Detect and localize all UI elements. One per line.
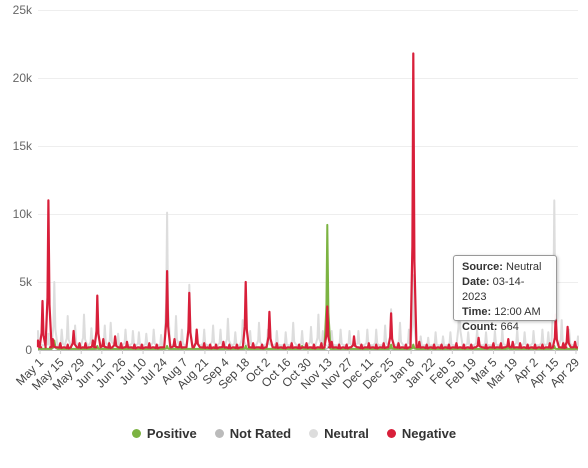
- tooltip-source-row: Source: Neutral: [462, 260, 548, 275]
- legend-item-negative[interactable]: Negative: [386, 425, 457, 441]
- legend-item-not-rated[interactable]: Not Rated: [214, 425, 292, 441]
- legend-marker: [214, 428, 224, 438]
- y-tick-label: 15k: [13, 139, 33, 153]
- y-tick-label: 25k: [13, 3, 33, 17]
- tooltip-time-value: 12:00 AM: [494, 306, 541, 318]
- tooltip-time-label: Time:: [462, 306, 492, 318]
- tooltip-date-row: Date: 03-14-2023: [462, 275, 548, 305]
- tooltip-count-value: 664: [500, 321, 519, 333]
- y-tick-label: 20k: [13, 71, 33, 85]
- y-tick-label: 5k: [19, 275, 33, 289]
- series-line-negative[interactable]: [36, 52, 579, 350]
- legend-label: Neutral: [324, 425, 369, 441]
- legend-marker: [386, 428, 396, 438]
- grid-lines: [38, 10, 578, 283]
- tooltip-count-row: Count: 664: [462, 320, 548, 335]
- tooltip-source-value: Neutral: [506, 261, 542, 273]
- legend-label: Positive: [146, 425, 197, 441]
- legend-marker: [131, 428, 141, 438]
- tooltip-date-value: 03-14-2023: [462, 276, 525, 303]
- tooltip-source-label: Source:: [462, 261, 503, 273]
- y-axis: 0 5k 10k 15k 20k 25k: [13, 3, 33, 357]
- legend-label: Negative: [401, 425, 457, 441]
- tooltip: Source: Neutral Date: 03-14-2023 Time: 1…: [453, 255, 557, 333]
- y-tick-label: 10k: [13, 207, 33, 221]
- legend: Positive Not Rated Neutral Negative: [0, 423, 588, 443]
- legend-item-positive[interactable]: Positive: [131, 425, 197, 441]
- plot-area[interactable]: [36, 52, 579, 350]
- tooltip-count-label: Count:: [462, 321, 498, 333]
- legend-item-neutral[interactable]: Neutral: [309, 426, 369, 441]
- legend-marker: [309, 428, 319, 438]
- y-tick-label: 0: [25, 343, 32, 357]
- legend-label: Not Rated: [229, 425, 292, 441]
- tooltip-time-row: Time: 12:00 AM: [462, 305, 548, 320]
- tooltip-date-label: Date:: [462, 276, 490, 288]
